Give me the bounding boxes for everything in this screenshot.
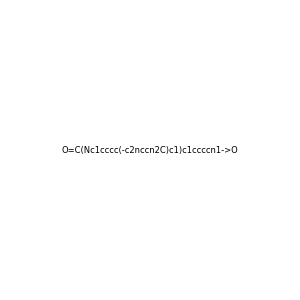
Text: O=C(Nc1cccc(-c2nccn2C)c1)c1ccccn1->O: O=C(Nc1cccc(-c2nccn2C)c1)c1ccccn1->O xyxy=(61,146,239,154)
